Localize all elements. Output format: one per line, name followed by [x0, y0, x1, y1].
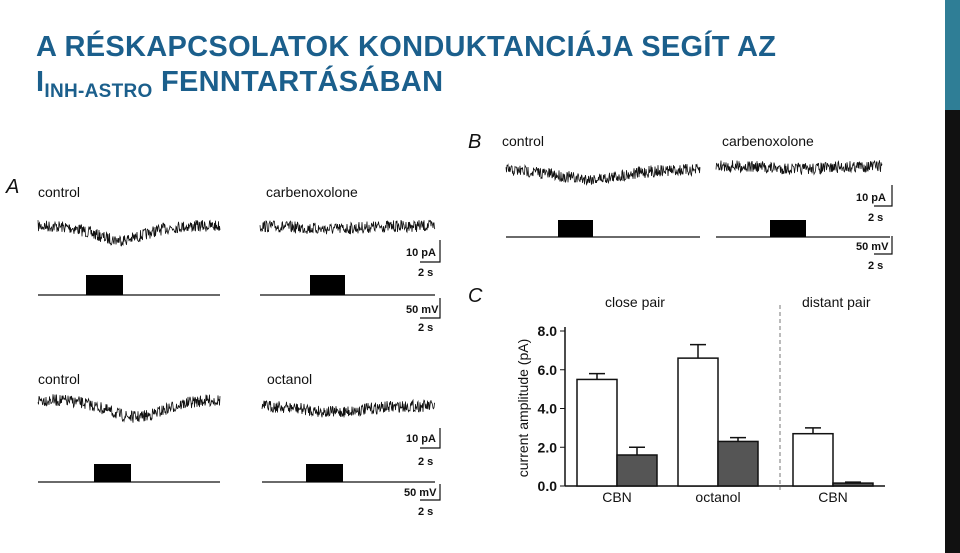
error-bar — [589, 372, 605, 380]
error-bar — [805, 427, 821, 434]
scale-label: 2 s — [868, 260, 883, 272]
panel-label: B — [468, 131, 481, 153]
scale-label: 2 s — [418, 267, 433, 279]
y-tick-label: 6.0 — [538, 362, 558, 378]
trace-label: carbenoxolone — [266, 184, 358, 200]
scale-label: 2 s — [418, 322, 433, 334]
scale-label: 50 mV — [404, 487, 437, 499]
bar — [677, 357, 719, 487]
scale-label: 10 pA — [406, 247, 436, 259]
current-trace — [259, 219, 436, 235]
bar — [717, 440, 759, 487]
scale-label: 2 s — [418, 506, 433, 518]
bar — [792, 432, 834, 487]
scale-label: 2 s — [418, 456, 433, 468]
bar — [576, 378, 618, 487]
current-trace — [261, 398, 435, 418]
current-trace — [37, 219, 221, 247]
scale-label: 50 mV — [406, 304, 439, 316]
stim-pulse — [306, 464, 343, 482]
scale-bar — [420, 298, 441, 319]
scale-bar — [874, 185, 893, 207]
error-bar — [730, 436, 746, 442]
trace-label: carbenoxolone — [722, 133, 814, 149]
title-rest: FENNTARTÁSÁBAN — [160, 66, 444, 98]
scale-label: 10 pA — [406, 433, 436, 445]
y-tick-label: 0.0 — [538, 478, 558, 494]
title-subscript: INH-ASTRO — [44, 81, 153, 102]
error-bar — [845, 481, 861, 484]
scale-label: 10 pA — [856, 192, 886, 204]
stim-pulse — [558, 220, 593, 237]
stim-pulse — [310, 275, 345, 295]
group-label: distant pair — [802, 294, 871, 310]
trace-label: control — [38, 184, 80, 200]
x-tick-label: CBN — [602, 489, 632, 505]
slide-title: A RÉSKAPCSOLATOK KONDUKTANCIÁJA SEGÍT AZ… — [36, 30, 776, 109]
trace-label: octanol — [267, 371, 312, 387]
group-label: close pair — [605, 294, 665, 310]
title-line: A RÉSKAPCSOLATOK KONDUKTANCIÁJA SEGÍT AZ — [36, 31, 777, 63]
current-trace — [505, 163, 701, 186]
y-axis-label: current amplitude (pA) — [515, 339, 531, 478]
bar — [616, 454, 658, 487]
stim-pulse — [94, 464, 131, 482]
side-bar — [945, 110, 960, 553]
trace-label: control — [38, 371, 80, 387]
stim-pulse — [86, 275, 123, 295]
scale-bar — [420, 484, 441, 501]
panel-label: C — [468, 285, 483, 307]
current-trace — [715, 160, 883, 176]
scale-bar — [874, 236, 893, 255]
panel-label: A — [5, 176, 19, 198]
current-trace — [37, 394, 221, 423]
bar — [832, 482, 874, 487]
stim-pulse — [770, 220, 806, 237]
y-tick-label: 8.0 — [538, 323, 558, 339]
error-bar — [629, 446, 645, 455]
scale-label: 50 mV — [856, 241, 889, 253]
scale-bar — [420, 428, 441, 449]
scale-bar — [420, 240, 441, 263]
title-main: I — [36, 66, 45, 98]
x-tick-label: octanol — [695, 489, 740, 505]
y-tick-label: 4.0 — [538, 401, 558, 417]
scale-label: 2 s — [868, 212, 883, 224]
error-bar — [690, 343, 706, 359]
x-tick-label: CBN — [818, 489, 848, 505]
trace-label: control — [502, 133, 544, 149]
y-tick-label: 2.0 — [538, 439, 558, 455]
accent-bar — [945, 0, 960, 110]
